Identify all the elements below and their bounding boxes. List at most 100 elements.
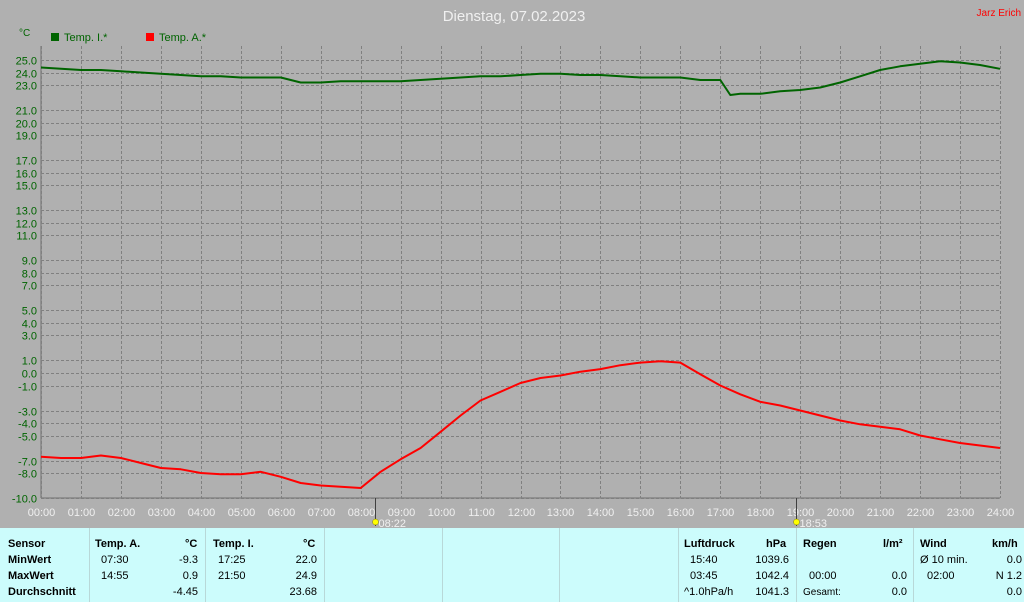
x-tick-label: 14:00 xyxy=(587,507,615,519)
temp-i-avg: 23.68 xyxy=(289,586,317,598)
legend-swatch-inside xyxy=(51,33,59,41)
pressure-unit: hPa xyxy=(766,538,787,550)
x-tick-label: 06:00 xyxy=(268,507,296,519)
pressure-min-value: 1039.6 xyxy=(755,554,789,566)
pressure-max-time: 03:45 xyxy=(690,570,718,582)
temp-i-min-time: 17:25 xyxy=(218,554,246,566)
statistics-panel: Sensor MinWert MaxWert Durchschnitt Temp… xyxy=(0,528,1024,602)
x-tick-label: 19:00 xyxy=(787,507,815,519)
time-marker-icon xyxy=(372,518,379,526)
temp-i-min-value: 22.0 xyxy=(295,554,317,566)
y-tick-label: -5.0 xyxy=(18,432,37,444)
series-line-inside xyxy=(40,60,1001,96)
y-tick-label: -1.0 xyxy=(18,382,37,394)
x-tick-label: 08:00 xyxy=(348,507,376,519)
y-tick-label: 23.0 xyxy=(16,81,37,93)
x-tick-label: 09:00 xyxy=(388,507,416,519)
y-tick-label: 15.0 xyxy=(16,181,37,193)
legend-swatch-outside xyxy=(146,33,154,41)
temp-a-unit: °C xyxy=(185,538,198,550)
time-marker-label: 18:53 xyxy=(800,518,828,528)
x-tick-label: 00:00 xyxy=(28,507,56,519)
y-tick-label: 7.0 xyxy=(22,281,37,293)
legend-label-outside: Temp. A.* xyxy=(159,32,207,44)
time-marker-icon xyxy=(793,518,800,526)
y-tick-label: 0.0 xyxy=(22,369,37,381)
temperature-chart: Dienstag, 07.02.2023 Jarz Erich °C Temp.… xyxy=(12,8,1021,528)
sensor-row-max: MaxWert xyxy=(8,570,54,582)
temp-i-max-time: 21:50 xyxy=(218,570,246,582)
x-tick-label: 13:00 xyxy=(547,507,575,519)
x-tick-label: 15:00 xyxy=(627,507,655,519)
x-tick-label: 03:00 xyxy=(148,507,176,519)
sensor-header: Sensor xyxy=(8,538,46,550)
grid xyxy=(40,46,1001,499)
x-tick-label: 01:00 xyxy=(68,507,96,519)
x-tick-label: 12:00 xyxy=(508,507,536,519)
temp-i-header: Temp. I. xyxy=(213,538,254,550)
x-tick-label: 24:00 xyxy=(987,507,1015,519)
pressure-current: 1041.3 xyxy=(755,586,789,598)
legend: Temp. I.* Temp. A.* xyxy=(51,32,207,44)
y-tick-label: 1.0 xyxy=(22,356,37,368)
rain-unit: l/m² xyxy=(883,538,903,550)
wind-max-value: N 1.2 xyxy=(995,570,1022,582)
temp-a-avg: -4.45 xyxy=(172,586,198,598)
x-tick-label: 20:00 xyxy=(827,507,855,519)
y-tick-label: 24.0 xyxy=(16,69,37,81)
temp-i-unit: °C xyxy=(303,538,316,550)
y-axis-labels: 25.024.023.0 21.020.019.0 17.016.015.0 13.0… xyxy=(12,56,37,506)
wind-avg-value: 0.0 xyxy=(1006,554,1022,566)
y-tick-label: 25.0 xyxy=(16,56,37,68)
y-tick-label: 21.0 xyxy=(16,106,37,118)
temp-a-max-time: 14:55 xyxy=(101,570,129,582)
x-tick-label: 02:00 xyxy=(108,507,136,519)
x-tick-label: 17:00 xyxy=(707,507,735,519)
y-tick-label: 16.0 xyxy=(16,169,37,181)
temp-a-max-value: 0.9 xyxy=(182,570,198,582)
rain-total-label: Gesamt: xyxy=(803,587,841,598)
pressure-min-time: 15:40 xyxy=(690,554,718,566)
y-tick-label: 17.0 xyxy=(16,156,37,168)
x-tick-label: 11:00 xyxy=(468,507,495,519)
y-tick-label: 19.0 xyxy=(16,131,37,143)
y-tick-label: 20.0 xyxy=(16,119,37,131)
y-tick-label: -7.0 xyxy=(18,457,37,469)
legend-label-inside: Temp. I.* xyxy=(64,32,108,44)
series-line-outside xyxy=(40,360,1001,489)
y-tick-label: 9.0 xyxy=(22,256,37,268)
rain-time: 00:00 xyxy=(809,570,837,582)
rain-total-value: 0.0 xyxy=(891,586,907,598)
y-tick-label: 3.0 xyxy=(22,331,37,343)
x-tick-label: 07:00 xyxy=(308,507,336,519)
y-tick-label: 8.0 xyxy=(22,269,37,281)
y-tick-label: -3.0 xyxy=(18,407,37,419)
x-tick-label: 16:00 xyxy=(667,507,695,519)
x-tick-label: 23:00 xyxy=(947,507,975,519)
time-marker-label: 08:22 xyxy=(379,518,407,528)
temp-a-min-value: -9.3 xyxy=(179,554,198,566)
wind-avg-label: Ø 10 min. xyxy=(920,554,968,566)
temp-i-max-value: 24.9 xyxy=(295,570,317,582)
time-markers: 08:22 18:53 xyxy=(372,498,828,528)
pressure-header: Luftdruck xyxy=(684,538,735,550)
y-tick-label: 5.0 xyxy=(22,306,37,318)
x-tick-label: 18:00 xyxy=(747,507,775,519)
rain-header: Regen xyxy=(803,538,837,550)
wind-unit: km/h xyxy=(992,538,1018,550)
y-tick-label: -4.0 xyxy=(18,419,37,431)
wind-header: Wind xyxy=(920,538,947,550)
sensor-row-avg: Durchschnitt xyxy=(8,586,76,598)
pressure-max-value: 1042.4 xyxy=(755,570,789,582)
author-label: Jarz Erich xyxy=(977,8,1021,19)
temp-a-header: Temp. A. xyxy=(95,538,141,550)
y-tick-label: 4.0 xyxy=(22,319,37,331)
x-tick-label: 22:00 xyxy=(907,507,935,519)
pressure-trend: ^1.0hPa/h xyxy=(684,586,734,598)
rain-value: 0.0 xyxy=(891,570,907,582)
wind-max-time: 02:00 xyxy=(927,570,955,582)
x-tick-label: 05:00 xyxy=(228,507,256,519)
chart-title: Dienstag, 07.02.2023 xyxy=(443,8,586,25)
x-axis-labels: 00:00 01:00 02:00 03:00 04:00 05:00 06:00 07:00… xyxy=(28,507,1015,519)
y-tick-label: -10.0 xyxy=(12,494,37,506)
